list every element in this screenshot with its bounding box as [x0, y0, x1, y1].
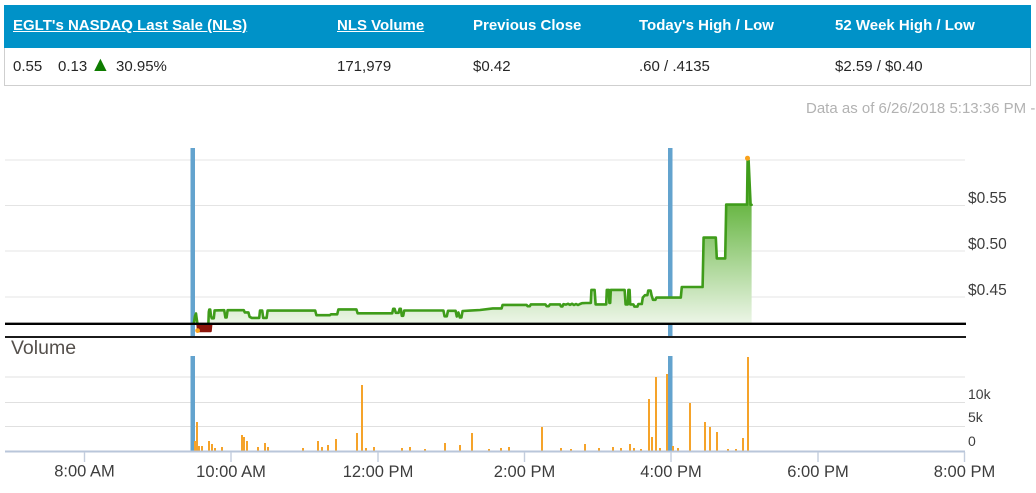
svg-text:12:00 PM: 12:00 PM — [343, 463, 414, 481]
svg-text:Volume: Volume — [11, 337, 76, 359]
svg-text:2:00 PM: 2:00 PM — [494, 463, 555, 481]
svg-text:$0.45: $0.45 — [968, 282, 1007, 299]
svg-text:8:00 PM: 8:00 PM — [934, 463, 995, 481]
svg-text:10:00 AM: 10:00 AM — [196, 463, 266, 481]
svg-text:$0.55: $0.55 — [968, 190, 1007, 207]
svg-text:4:00 PM: 4:00 PM — [640, 463, 701, 481]
svg-text:0: 0 — [968, 433, 976, 449]
svg-text:$0.50: $0.50 — [968, 236, 1007, 253]
svg-text:10k: 10k — [968, 386, 992, 402]
svg-text:8:00 AM: 8:00 AM — [54, 463, 115, 481]
svg-text:5k: 5k — [968, 409, 984, 425]
svg-text:6:00 PM: 6:00 PM — [787, 463, 848, 481]
